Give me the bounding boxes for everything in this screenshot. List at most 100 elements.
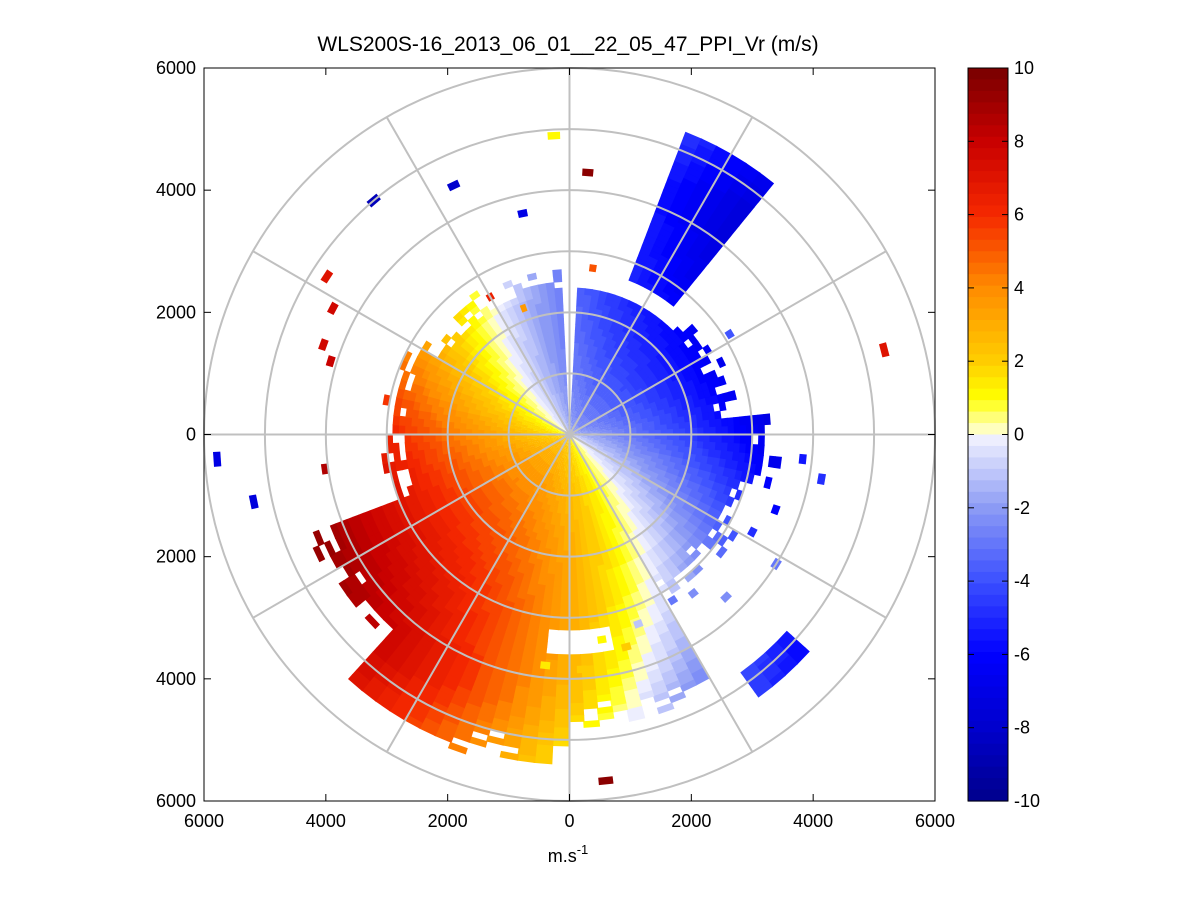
velocity-cell xyxy=(391,559,404,574)
velocity-cell xyxy=(478,419,486,426)
velocity-cell xyxy=(716,356,727,369)
velocity-cell xyxy=(757,414,765,426)
velocity-cell xyxy=(557,429,564,433)
velocity-cell xyxy=(727,417,735,427)
velocity-cell xyxy=(535,533,543,542)
velocity-cell xyxy=(589,383,595,392)
velocity-cell xyxy=(619,476,627,485)
velocity-cell xyxy=(658,663,674,675)
velocity-cell xyxy=(550,518,557,526)
velocity-cell xyxy=(539,411,546,417)
velocity-cell xyxy=(592,423,599,428)
velocity-cell xyxy=(697,521,708,533)
velocity-cell xyxy=(387,610,403,626)
velocity-cell xyxy=(715,426,723,436)
velocity-cell xyxy=(580,324,588,332)
velocity-cell xyxy=(535,744,554,753)
velocity-cell xyxy=(546,479,552,487)
velocity-cell xyxy=(560,425,566,431)
velocity-cell xyxy=(780,659,799,677)
velocity-cell xyxy=(582,343,589,351)
velocity-cell xyxy=(364,680,384,697)
velocity-cell xyxy=(409,364,420,376)
velocity-cell xyxy=(572,403,575,411)
velocity-cell xyxy=(562,556,570,564)
velocity-cell xyxy=(485,592,498,603)
velocity-cell xyxy=(767,670,786,688)
velocity-cell xyxy=(637,457,646,464)
velocity-cell xyxy=(449,613,463,626)
velocity-cell xyxy=(420,394,429,404)
velocity-cell xyxy=(410,646,427,661)
velocity-cell xyxy=(607,463,615,470)
velocity-cell xyxy=(549,394,555,402)
velocity-cell xyxy=(636,277,648,288)
velocity-cell xyxy=(720,442,729,452)
velocity-cell xyxy=(584,579,594,587)
velocity-cell xyxy=(614,411,622,418)
velocity-cell xyxy=(697,390,706,401)
velocity-cell xyxy=(679,259,693,272)
y-tick-label: 4000 xyxy=(156,180,196,200)
velocity-cell xyxy=(561,501,566,509)
velocity-cell xyxy=(642,438,650,444)
velocity-cell xyxy=(719,450,728,461)
velocity-cell xyxy=(719,493,730,505)
velocity-cell xyxy=(594,467,601,475)
velocity-cell xyxy=(628,274,640,285)
velocity-cell xyxy=(491,343,501,353)
velocity-cell xyxy=(551,493,557,501)
velocity-cell xyxy=(554,475,559,483)
velocity-cell xyxy=(671,199,687,212)
velocity-cell xyxy=(527,421,535,425)
velocity-cell xyxy=(662,614,677,626)
velocity-cell xyxy=(557,435,564,438)
velocity-cell xyxy=(656,233,671,245)
velocity-cell xyxy=(386,501,397,515)
velocity-cell xyxy=(340,547,354,563)
velocity-cell xyxy=(635,423,643,428)
velocity-cell xyxy=(583,337,591,345)
velocity-cell xyxy=(534,407,542,413)
azimuth-spoke xyxy=(568,250,887,436)
velocity-cell xyxy=(589,565,599,574)
velocity-cell xyxy=(675,265,689,277)
velocity-cell xyxy=(580,426,587,430)
velocity-cell xyxy=(414,568,428,582)
velocity-cell xyxy=(593,426,600,430)
velocity-cell xyxy=(514,441,522,446)
velocity-cell xyxy=(539,701,556,710)
velocity-cell xyxy=(623,599,636,610)
velocity-cell xyxy=(579,537,587,545)
velocity-cell xyxy=(623,471,632,479)
velocity-cell xyxy=(584,395,590,402)
velocity-cell xyxy=(602,490,610,499)
velocity-cell xyxy=(434,579,447,592)
velocity-cell xyxy=(608,374,617,383)
velocity-cell xyxy=(558,444,563,451)
velocity-cell xyxy=(703,434,711,443)
velocity-cell xyxy=(692,340,704,352)
velocity-cell xyxy=(537,458,544,466)
velocity-cell xyxy=(584,530,592,538)
velocity-cell xyxy=(706,190,724,205)
velocity-cell xyxy=(691,434,698,442)
velocity-cell xyxy=(642,512,652,522)
velocity-cell xyxy=(575,457,580,465)
velocity-cell xyxy=(422,682,440,697)
velocity-cell xyxy=(394,396,403,408)
velocity-cell xyxy=(576,293,585,301)
velocity-cell xyxy=(575,398,580,405)
velocity-cell xyxy=(389,522,401,536)
velocity-cell xyxy=(564,446,567,453)
velocity-cell xyxy=(589,406,596,413)
velocity-cell xyxy=(575,435,582,438)
velocity-cell xyxy=(676,188,693,201)
velocity-cell xyxy=(534,421,542,426)
velocity-cell xyxy=(463,460,471,469)
colorbar-level xyxy=(968,193,1008,207)
velocity-cell xyxy=(472,724,491,736)
velocity-cell xyxy=(500,390,509,398)
velocity-cell xyxy=(457,315,469,327)
velocity-cell xyxy=(560,379,565,387)
